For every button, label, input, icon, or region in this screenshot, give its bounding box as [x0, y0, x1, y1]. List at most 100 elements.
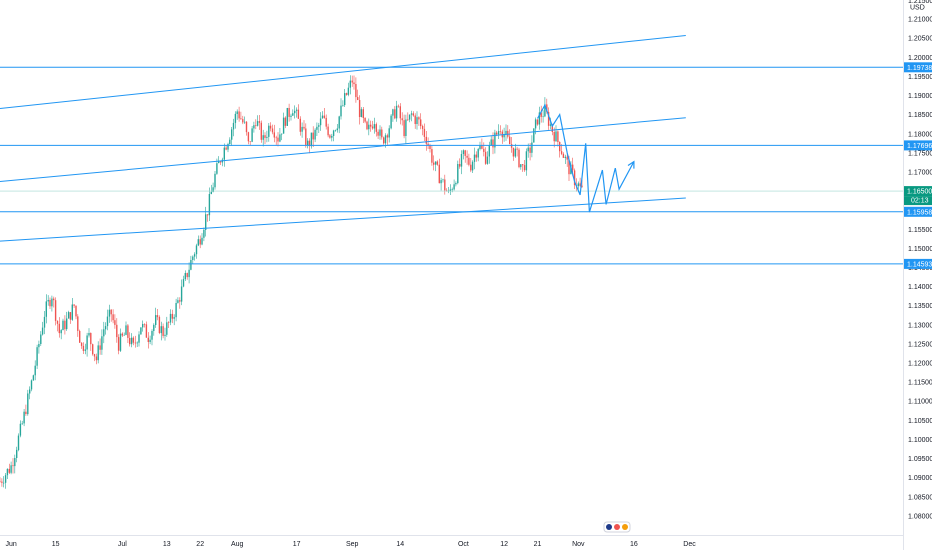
drawing-layer[interactable] — [0, 35, 903, 265]
candle-body — [138, 334, 140, 343]
time-axis[interactable]: Jun 15 Jul 13 22 Aug 17 Sep 14 Oct 12 21 Nov 16 Dec — [0, 535, 903, 549]
projection-arrowhead — [627, 160, 635, 169]
candle-body — [66, 318, 68, 330]
candle-body — [384, 135, 387, 144]
price-axis[interactable]: USD 1.08000 1.08500 1.09000 1.09500 1.10000 1… — [903, 0, 932, 550]
candle-body — [395, 105, 398, 119]
candle-body — [295, 109, 298, 111]
candle-body — [307, 140, 309, 146]
candle-body — [10, 465, 12, 473]
price-tick-label: 1.21500 — [908, 0, 932, 5]
candle-body — [492, 139, 494, 148]
price-level-tag — [904, 206, 932, 217]
candle-body — [216, 163, 218, 174]
candle-body — [43, 316, 46, 328]
candle-body — [481, 145, 483, 149]
candle-body — [442, 179, 444, 181]
candle-body — [421, 126, 424, 129]
price-tick-label: 1.09500 — [908, 456, 932, 463]
candle-body — [547, 111, 550, 126]
candle-body — [0, 481, 1, 483]
candle-body — [206, 214, 209, 216]
candle-body — [377, 131, 379, 136]
candle-body — [84, 349, 86, 351]
candle-body — [51, 298, 53, 307]
candle-body — [436, 161, 439, 165]
price-tick-label: 1.19000 — [908, 93, 932, 100]
candle-body — [327, 126, 329, 136]
currency-label: USD — [910, 5, 925, 12]
candle-body — [151, 331, 153, 340]
candle-body — [218, 161, 220, 164]
candle-body — [297, 109, 300, 119]
candle-body — [560, 151, 563, 154]
candle-body — [273, 132, 275, 138]
candle-body — [525, 151, 528, 171]
candle-body — [336, 128, 338, 131]
candle-body — [401, 118, 403, 121]
time-tick-label: 16 — [630, 541, 638, 548]
candle-body — [75, 305, 77, 317]
candle-body — [499, 131, 502, 132]
price-tick-label: 1.14000 — [908, 284, 932, 291]
candle-body — [325, 117, 327, 127]
trendline-channel-top[interactable] — [0, 35, 686, 109]
candle-body — [79, 330, 81, 343]
candle-body — [323, 115, 326, 118]
candle-body — [484, 151, 487, 164]
candle-body — [572, 164, 574, 171]
candle-body — [318, 125, 320, 127]
candle-body — [479, 145, 481, 149]
candle-body — [255, 125, 257, 126]
time-tick-label: Dec — [683, 541, 696, 548]
candle-body — [236, 111, 238, 114]
candle-body — [305, 128, 307, 146]
candle-body — [338, 116, 340, 129]
candle-body — [483, 148, 485, 152]
candle-body — [375, 124, 377, 132]
candle-body — [388, 128, 390, 138]
candle-body — [371, 126, 374, 129]
price-level-tag — [904, 258, 932, 269]
candle-body — [429, 145, 431, 149]
candle-body — [140, 327, 142, 335]
candle-body — [142, 324, 144, 328]
projection-path[interactable] — [536, 103, 635, 213]
candle-body — [268, 125, 270, 137]
candle-body — [93, 354, 96, 357]
candle-body — [414, 115, 416, 124]
candle-body — [45, 301, 47, 317]
candle-body — [147, 337, 149, 342]
candle-body — [542, 116, 544, 117]
candle-body — [251, 128, 253, 142]
candle-body — [510, 144, 513, 148]
candle-body — [225, 147, 227, 150]
candle-body — [112, 314, 114, 321]
trendline-channel-bottom[interactable] — [0, 197, 686, 242]
candle-body — [90, 333, 92, 345]
candle-body — [551, 124, 553, 132]
price-tick-label: 1.19500 — [908, 74, 932, 81]
candle-body — [564, 156, 566, 158]
candle-body — [116, 324, 118, 338]
candle-body — [69, 312, 72, 320]
price-tick-label: 1.12500 — [908, 341, 932, 348]
candle-body — [557, 131, 559, 142]
candle-body — [516, 148, 518, 150]
candle-body — [503, 134, 505, 138]
price-tick-label: 1.12000 — [908, 361, 932, 368]
countdown-tag — [904, 196, 932, 206]
candle-body — [264, 135, 266, 138]
candle-body — [17, 435, 20, 450]
trendline-channel-mid[interactable] — [0, 117, 686, 182]
price-tick-label: 1.18500 — [908, 112, 932, 119]
candle-body — [169, 313, 172, 323]
time-tick-label: Nov — [572, 541, 585, 548]
candle-body — [136, 342, 138, 344]
candle-body — [386, 135, 389, 138]
candle-body — [177, 300, 179, 303]
candle-body — [56, 320, 59, 324]
candle-body — [117, 337, 120, 351]
